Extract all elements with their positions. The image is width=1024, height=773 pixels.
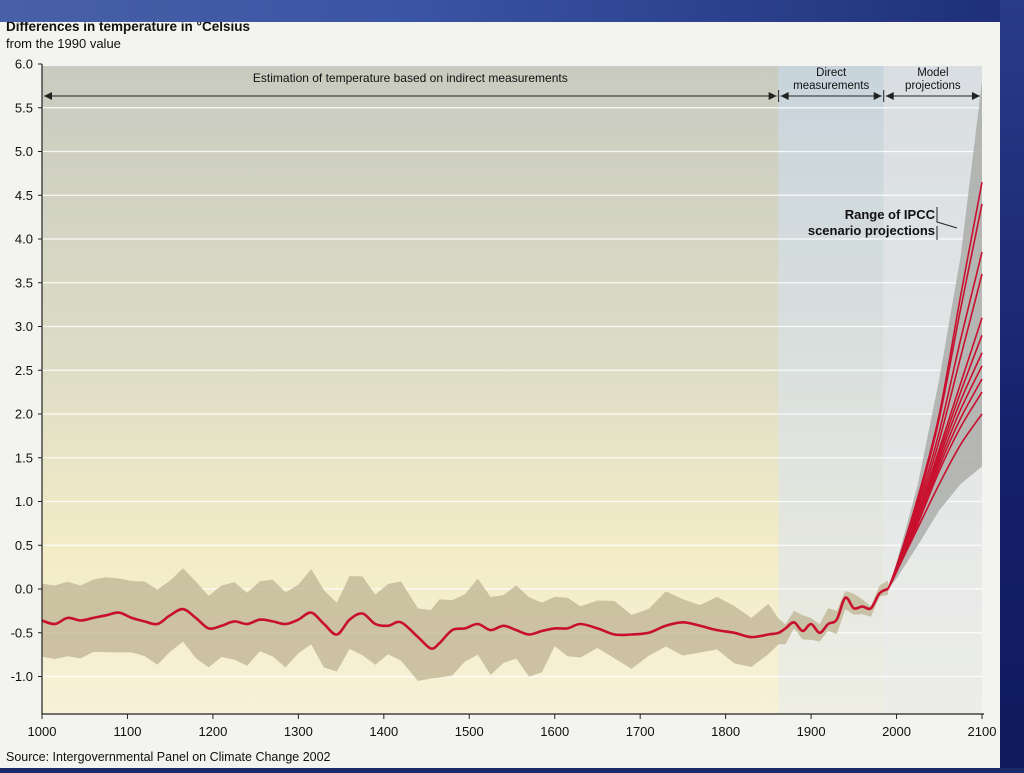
projection-envelope: [888, 81, 982, 589]
y-tick-label: 0.0: [15, 582, 33, 597]
source-note: Source: Intergovernmental Panel on Clima…: [6, 750, 331, 764]
ipcc-range-leader: [936, 207, 958, 229]
region-label-indirect: Estimation of temperature based on indir…: [253, 71, 568, 85]
y-tick-label: -0.5: [11, 625, 33, 640]
y-tick-label: 5.5: [15, 100, 33, 115]
indirect-arrow-head-right: [768, 92, 777, 100]
x-tick-label: 2000: [882, 724, 911, 739]
region-label-model: projections: [905, 80, 961, 92]
y-tick-label: 5.0: [15, 144, 33, 159]
ipcc-range-label: scenario projections: [808, 223, 935, 238]
y-tick-label: 6.0: [15, 57, 33, 72]
y-tick-label: 2.0: [15, 407, 33, 422]
x-tick-label: 1900: [797, 724, 826, 739]
x-tick-label: 1000: [28, 724, 57, 739]
ipcc-range-label: Range of IPCC: [845, 207, 936, 222]
y-tick-label: 1.0: [15, 494, 33, 509]
reconstruction-uncertainty-band: [42, 568, 888, 681]
x-tick-label: 1300: [284, 724, 313, 739]
projection-line-11: [887, 181, 983, 590]
x-tick-label: 2100: [968, 724, 997, 739]
data-series: [41, 181, 983, 650]
y-tick-label: -1.0: [11, 669, 33, 684]
x-tick-label: 1700: [626, 724, 655, 739]
region-markers: Estimation of temperature based on indir…: [44, 67, 980, 240]
direct-arrow-head-left: [780, 92, 789, 100]
chart-subtitle: from the 1990 value: [6, 36, 121, 51]
region-label-direct: Direct: [816, 67, 847, 79]
region-label-model: Model: [917, 67, 948, 79]
x-tick-label: 1600: [540, 724, 569, 739]
x-tick-label: 1400: [369, 724, 398, 739]
slide-right-bar: [1000, 0, 1024, 768]
y-tick-label: 3.0: [15, 319, 33, 334]
y-tick-label: 0.5: [15, 538, 33, 553]
y-tick-label: 4.5: [15, 188, 33, 203]
x-tick-label: 1500: [455, 724, 484, 739]
uncertainty-bands: [42, 81, 982, 681]
indirect-arrow-head-left: [44, 92, 52, 100]
slide-top-bar: [0, 0, 1024, 22]
model-arrow-head-right: [972, 92, 980, 100]
y-tick-label: 2.5: [15, 363, 33, 378]
y-tick-label: 1.5: [15, 450, 33, 465]
chart-title: Differences in temperature in °Celsius: [6, 22, 250, 34]
x-tick-label: 1100: [113, 724, 141, 739]
direct-arrow-head-right: [873, 92, 882, 100]
axes: 6.0 5.5 5.0 4.5 4.0 3.5 3.0 2.5 2.0 1.5 1.0 0.5 0.0 -…: [11, 57, 997, 740]
y-tick-label: 4.0: [15, 232, 33, 247]
region-label-direct: measurements: [793, 80, 869, 92]
x-tick-label: 1800: [711, 724, 740, 739]
temperature-chart: 6.0 5.5 5.0 4.5 4.0 3.5 3.0 2.5 2.0 1.5 1.0 0.5 0.0 -…: [6, 19, 997, 764]
y-tick-label: 3.5: [15, 275, 33, 290]
temperature-line: [41, 587, 889, 650]
model-arrow-head-left: [885, 92, 894, 100]
chart-panel: 6.0 5.5 5.0 4.5 4.0 3.5 3.0 2.5 2.0 1.5 1.0 0.5 0.0 -…: [0, 19, 1000, 768]
x-tick-label: 1200: [198, 724, 227, 739]
